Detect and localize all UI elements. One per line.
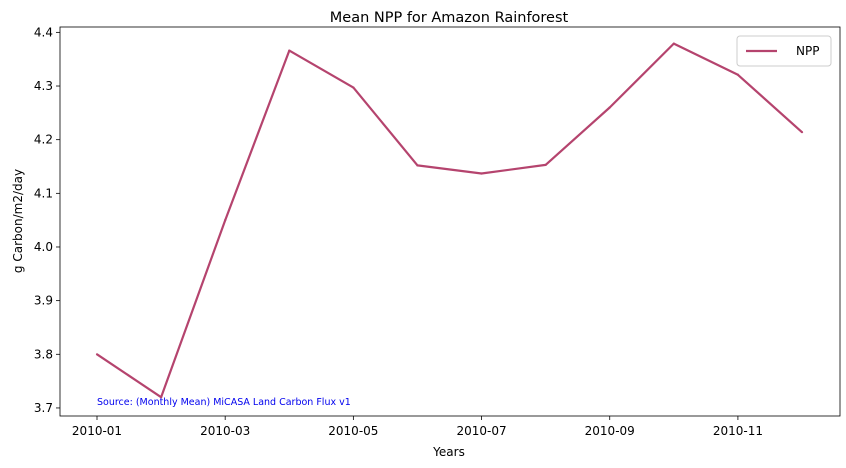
- data-point-2010-02: [159, 396, 163, 399]
- chart-title: Mean NPP for Amazon Rainforest: [330, 10, 569, 26]
- y-tick-label: 3.9: [34, 294, 53, 308]
- x-tick-label: 2010-09: [585, 424, 635, 438]
- data-point-2010-03: [224, 219, 227, 222]
- npp-series-points: [95, 42, 804, 399]
- data-point-2010-11: [736, 73, 740, 76]
- y-tick-label: 3.8: [34, 347, 53, 361]
- y-tick-label: 4.1: [34, 186, 53, 200]
- x-axis-label: Years: [432, 445, 465, 459]
- x-tick-label: 2010-01: [72, 424, 122, 438]
- x-tick-label: 2010-03: [200, 424, 250, 438]
- legend-box: [736, 35, 832, 67]
- data-point-2010-08: [544, 163, 547, 166]
- npp-series-line: [96, 42, 803, 399]
- y-tick-label: 4.4: [34, 25, 53, 39]
- y-tick-label: 4.3: [34, 79, 53, 93]
- data-point-2010-10: [672, 42, 675, 45]
- y-tick-label: 4.2: [34, 133, 53, 147]
- data-point-2010-04: [288, 49, 291, 52]
- x-axis: 2010-01 2010-03 2010-05 2010-07 2010-09 2010-…: [72, 416, 763, 438]
- x-tick-label: 2010-07: [456, 424, 506, 438]
- plot-frame: [59, 26, 841, 417]
- legend: NPP: [736, 35, 832, 67]
- data-point-2010-06: [416, 164, 419, 167]
- y-tick-label: 4.0: [34, 240, 53, 254]
- y-axis-label: g Carbon/m2/day: [11, 169, 25, 273]
- y-tick-label: 3.7: [34, 401, 53, 415]
- data-point-2010-07: [480, 172, 483, 175]
- legend-label-npp: NPP: [796, 44, 819, 58]
- x-tick-label: 2010-05: [328, 424, 378, 438]
- x-tick-label: 2010-11: [713, 424, 763, 438]
- data-point-2010-01: [95, 353, 99, 356]
- data-point-2010-05: [352, 86, 355, 89]
- source-annotation: Source: (Monthly Mean) MiCASA Land Carbo…: [97, 397, 351, 408]
- data-point-2010-12: [800, 131, 804, 134]
- data-point-2010-09: [608, 106, 611, 109]
- y-axis: 3.7 3.8 3.9 4.0 4.1 4.2 4.3 4.4: [34, 25, 60, 415]
